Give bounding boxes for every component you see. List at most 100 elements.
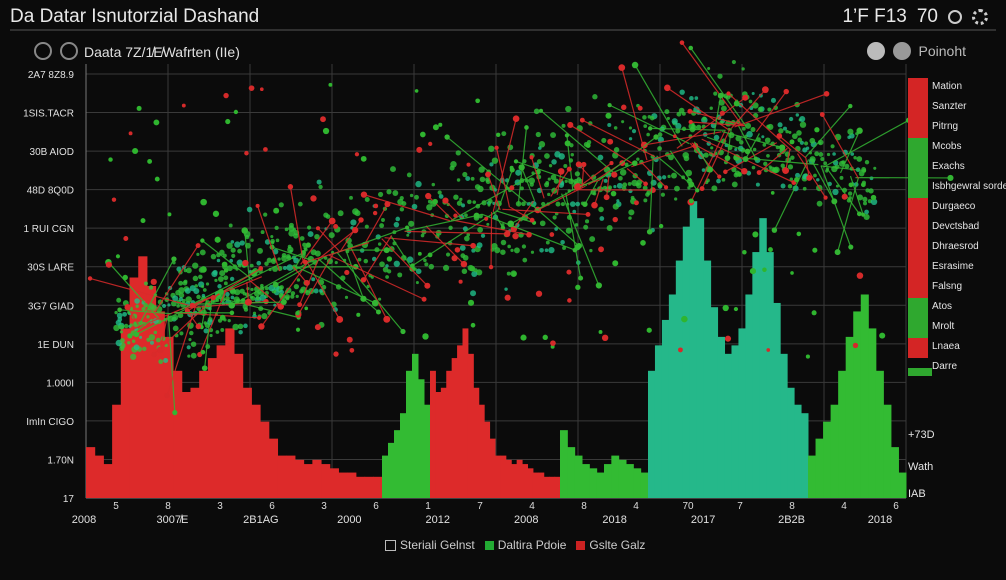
scatter-point [439, 194, 444, 199]
scatter-point [137, 106, 142, 111]
scatter-point [646, 133, 650, 137]
scatter-point [632, 160, 638, 166]
category-label: Isbhgewral sordelen [932, 181, 1006, 192]
bottom-legend-item[interactable]: Daltira Pdoie [485, 538, 567, 552]
scatter-point [491, 243, 498, 250]
scatter-point [522, 258, 527, 263]
histogram-bar-red [121, 328, 130, 498]
scatter-point [583, 225, 588, 230]
scatter-point [238, 264, 242, 268]
scatter-point [581, 162, 586, 167]
scatter-point [406, 234, 409, 237]
scatter-ray [382, 239, 428, 286]
histogram-bar-green [846, 337, 854, 498]
scatter-point [722, 178, 726, 182]
scatter-point [812, 248, 817, 253]
scatter-point [861, 182, 866, 187]
scatter-point [726, 91, 730, 95]
eye-icon[interactable] [867, 42, 885, 60]
scatter-point [379, 223, 384, 228]
scatter-point [771, 191, 775, 195]
scatter-point [566, 228, 572, 234]
scatter-point [687, 109, 692, 114]
scatter-point [442, 197, 448, 203]
scatter-point [461, 203, 465, 207]
scatter-point [575, 285, 580, 290]
category-label: Sanzter [932, 101, 967, 112]
histogram-bar-red [286, 456, 295, 498]
scatter-point [114, 311, 117, 314]
scatter-point [297, 278, 300, 281]
scatter-point [471, 323, 476, 328]
scatter-point [157, 347, 164, 354]
scatter-point [295, 311, 299, 315]
x-minor-tick-label: 3 [321, 501, 327, 512]
scatter-point [270, 239, 275, 244]
scatter-point [765, 137, 771, 143]
scatter-point [237, 249, 242, 254]
histogram-bar-teal [676, 261, 683, 498]
scatter-point [771, 98, 776, 103]
scatter-point [620, 169, 627, 176]
scatter-point [489, 265, 493, 269]
scatter-point [806, 355, 810, 359]
bottom-legend-item[interactable]: Gslte Galz [576, 538, 645, 552]
scatter-point [750, 127, 755, 132]
scatter-point [565, 180, 568, 183]
scatter-point [531, 251, 534, 254]
scatter-point [179, 297, 183, 301]
scatter-point [628, 216, 631, 219]
scatter-point [243, 324, 248, 329]
bottom-legend-item[interactable]: Steriali Gelnst [385, 538, 475, 552]
scatter-point [155, 177, 160, 182]
histogram-bar-green [868, 328, 876, 498]
scatter-point [464, 213, 468, 217]
scatter-point [229, 223, 233, 227]
histogram-bar-red [234, 354, 243, 498]
scatter-point [732, 60, 736, 64]
x-tick-label: 2008 [72, 514, 96, 526]
scatter-point [467, 200, 472, 205]
scatter-point [496, 133, 500, 137]
gear-icon[interactable] [972, 9, 988, 25]
scatter-point [847, 136, 851, 140]
histogram-bar-green [604, 464, 612, 498]
scatter-point [191, 341, 196, 346]
settings-icon[interactable] [948, 10, 962, 24]
scatter-point [574, 244, 580, 250]
scatter-point [561, 202, 565, 206]
scatter-point [781, 184, 786, 189]
scatter-point [629, 137, 632, 140]
scatter-point [643, 198, 647, 202]
scatter-point [609, 161, 613, 165]
scatter-point [182, 104, 186, 108]
scatter-point [407, 173, 412, 178]
scatter-point [123, 275, 128, 280]
x-tick-label: 2B2B [778, 514, 805, 526]
scatter-point [373, 204, 378, 209]
scatter-point [818, 152, 823, 157]
scatter-point [864, 210, 869, 215]
refresh-icon[interactable] [893, 42, 911, 60]
scatter-point [422, 333, 428, 339]
scatter-point [310, 195, 316, 201]
scatter-point [277, 257, 280, 260]
scatter-point [671, 173, 677, 179]
scatter-point [189, 331, 194, 336]
scatter-point [412, 204, 418, 210]
scatter-point [205, 344, 210, 349]
scatter-point [130, 354, 136, 360]
scatter-point [737, 172, 742, 177]
scatter-point [628, 182, 632, 186]
legend-swatch [385, 540, 396, 551]
scatter-point [372, 300, 379, 307]
histogram-bar-red [260, 422, 269, 498]
scatter-point [459, 280, 463, 284]
scatter-point [364, 259, 369, 264]
category-label: Darre [932, 361, 957, 372]
scatter-point [196, 253, 199, 256]
scatter-point [475, 98, 480, 103]
scatter-point [545, 181, 549, 185]
category-swatch [908, 198, 928, 218]
scatter-point [634, 200, 639, 205]
